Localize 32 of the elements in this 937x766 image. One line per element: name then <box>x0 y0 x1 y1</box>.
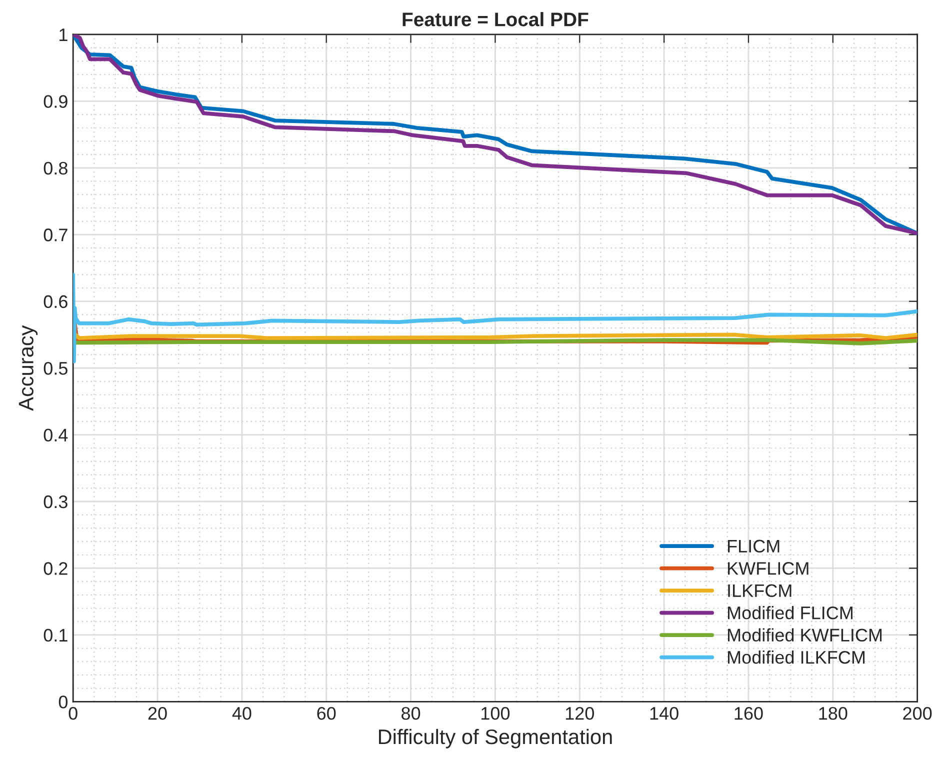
y-axis-title: Accuracy <box>18 325 38 411</box>
y-tick-label: 1 <box>60 28 68 42</box>
chart-title: Feature = Local PDF <box>402 12 588 26</box>
x-tick-label: 160 <box>734 706 763 720</box>
legend-label: FLICM <box>728 540 780 553</box>
legend-label: ILKFCM <box>728 584 792 598</box>
y-tick-label: 0.6 <box>44 295 68 308</box>
y-tick-label: 0 <box>58 696 68 708</box>
x-tick-label: 0 <box>68 706 78 720</box>
y-tick-label: 0.5 <box>44 362 68 375</box>
legend-label: Modified ILKFCM <box>728 650 864 664</box>
x-axis-title: Difficulty of Segmentation <box>378 728 612 748</box>
line-series <box>73 272 918 364</box>
x-tick-label: 140 <box>650 706 678 720</box>
x-tick-label: 60 <box>317 706 336 720</box>
legend-label: Modified KWFLICM <box>728 628 882 642</box>
x-tick-label: 120 <box>566 706 594 720</box>
y-tick-label: 0.4 <box>44 428 68 442</box>
legend-label: KWFLICM <box>728 562 808 575</box>
y-tick-label: 0.3 <box>44 495 68 508</box>
y-tick-label: 0.2 <box>44 562 68 575</box>
y-tick-label: 0.8 <box>44 162 68 175</box>
legend-label: Modified FLICM <box>728 606 852 620</box>
x-tick-label: 100 <box>482 706 510 720</box>
y-tick-label: 0.1 <box>44 628 68 642</box>
x-tick-label: 40 <box>232 706 252 720</box>
x-tick-label: 20 <box>148 706 167 720</box>
x-tick-label: 80 <box>402 706 420 720</box>
y-tick-label: 0.9 <box>44 95 68 108</box>
x-tick-label: 200 <box>903 706 932 720</box>
y-tick-label: 0.7 <box>44 228 68 242</box>
x-tick-label: 180 <box>819 706 848 720</box>
